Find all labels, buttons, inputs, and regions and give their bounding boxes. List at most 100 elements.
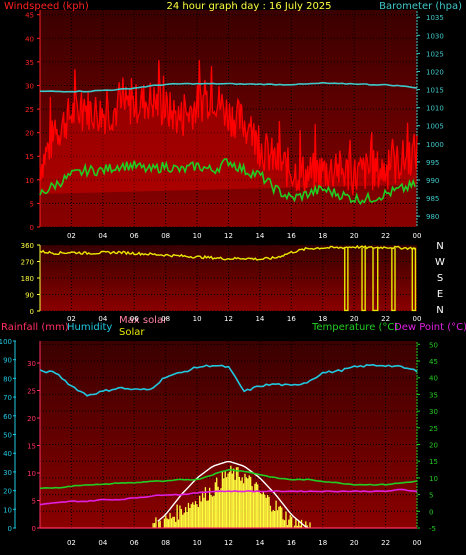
- direction-y-tick-label: 180: [21, 275, 34, 283]
- direction-x-tick-label: 12: [224, 315, 233, 323]
- temperature-line: [39, 468, 418, 490]
- direction-x-tick-label: 18: [318, 315, 327, 323]
- direction-x-tick-label: 10: [193, 315, 202, 323]
- wind-y-tick-label: 30: [25, 82, 34, 90]
- direction-y-tick-label: 90: [25, 292, 34, 300]
- wind-y-tick-label: 20: [25, 130, 34, 138]
- compass-label-s: S: [437, 273, 443, 284]
- wind-direction-flip: [391, 247, 396, 312]
- rain-y-tick-label: 10: [27, 470, 36, 478]
- wind-y-tick-label: 5: [30, 200, 34, 208]
- rain-y-tick-label: 30: [27, 360, 36, 368]
- wind-direction-flip: [361, 247, 366, 312]
- rain-y-tick-label: 20: [27, 415, 36, 423]
- wind-x-tick-label: 12: [224, 232, 233, 240]
- humidity-legend: Humidity: [67, 322, 112, 333]
- temp-x-tick-label: 10: [193, 539, 202, 547]
- barometer-y-tick-label: 1015: [426, 87, 444, 95]
- direction-y-tick-label: 360: [21, 242, 34, 250]
- temp-y-tick-label: 35: [429, 391, 438, 399]
- windspeed-average-line: [39, 158, 416, 206]
- wind-x-tick-label: 02: [67, 232, 76, 240]
- rain-y-tick-label: 0: [32, 525, 36, 533]
- temp-x-tick-label: 02: [67, 539, 76, 547]
- direction-y-tick-label: 0: [30, 308, 34, 316]
- direction-x-tick-label: 04: [98, 315, 107, 323]
- temp-y-tick-label: 45: [429, 358, 438, 366]
- temp-y-tick-label: 50: [429, 341, 438, 349]
- barometer-y-tick-label: 1010: [426, 105, 444, 113]
- windspeed-axis-title: Windspeed (kph): [4, 1, 89, 12]
- humidity-line: [39, 363, 418, 397]
- barometer-y-tick-label: 995: [426, 159, 439, 167]
- windspeed-gust-line: [39, 60, 418, 195]
- wind-y-tick-label: 35: [25, 59, 34, 67]
- wind-x-tick-label: 10: [193, 232, 202, 240]
- barometer-y-tick-label: 1035: [426, 14, 444, 22]
- wind-x-tick-label: 22: [381, 232, 390, 240]
- direction-x-tick-label: 06: [130, 315, 139, 323]
- barometer-y-tick-label: 990: [426, 177, 439, 185]
- direction-x-tick-label: 20: [350, 315, 359, 323]
- humidity-y-tick-label: 30: [3, 469, 12, 477]
- wind-x-tick-label: 14: [255, 232, 264, 240]
- temp-y-tick-label: 30: [429, 408, 438, 416]
- solar-legend: Solar: [119, 327, 145, 338]
- temp-y-tick-label: 10: [429, 475, 438, 483]
- humidity-y-tick-label: 100: [0, 338, 12, 346]
- rain-y-tick-label: 15: [27, 443, 36, 451]
- graph-title: 24 hour graph day : 16 July 2025: [166, 1, 331, 12]
- humidity-y-tick-label: 70: [3, 394, 12, 402]
- direction-x-tick-label: 22: [381, 315, 390, 323]
- temp-x-tick-label: 20: [350, 539, 359, 547]
- temp-x-tick-label: 04: [98, 539, 107, 547]
- temp-y-tick-label: -5: [429, 525, 436, 533]
- wind-x-tick-label: 00: [413, 232, 422, 240]
- temp-x-tick-label: 22: [381, 539, 390, 547]
- wind-x-tick-label: 08: [161, 232, 170, 240]
- barometer-line: [39, 81, 418, 93]
- humidity-y-tick-label: 20: [3, 488, 12, 496]
- barometer-y-tick-label: 985: [426, 195, 439, 203]
- temp-x-tick-label: 06: [130, 539, 139, 547]
- wind-y-tick-label: 10: [25, 177, 34, 185]
- humidity-y-tick-label: 90: [3, 357, 12, 365]
- compass-label-w: W: [435, 257, 445, 268]
- temp-x-tick-label: 12: [224, 539, 233, 547]
- direction-x-tick-label: 16: [287, 315, 296, 323]
- humidity-y-tick-label: 40: [3, 450, 12, 458]
- direction-x-tick-label: 08: [161, 315, 170, 323]
- wind-x-tick-label: 20: [350, 232, 359, 240]
- humidity-y-tick-label: 10: [3, 506, 12, 514]
- wind-direction-flip: [344, 247, 349, 312]
- direction-x-tick-label: 00: [413, 315, 422, 323]
- barometer-y-tick-label: 1005: [426, 123, 444, 131]
- temp-x-tick-label: 00: [413, 539, 422, 547]
- barometer-y-tick-label: 1000: [426, 141, 444, 149]
- temp-y-tick-label: 20: [429, 442, 438, 450]
- temp-x-tick-label: 18: [318, 539, 327, 547]
- max-solar-line: [157, 461, 309, 529]
- barometer-y-tick-label: 1030: [426, 32, 444, 40]
- temperature-legend: Temperature (°C): [311, 322, 398, 333]
- dewpoint-legend: Dew Point (°C): [394, 322, 466, 333]
- wind-y-tick-label: 40: [25, 35, 34, 43]
- humidity-y-tick-label: 60: [3, 413, 12, 421]
- barometer-y-tick-label: 1020: [426, 68, 444, 76]
- temp-x-tick-label: 16: [287, 539, 296, 547]
- rainfall-legend: Rainfall (mm): [1, 322, 69, 333]
- barometer-y-tick-label: 1025: [426, 50, 444, 58]
- temp-y-tick-label: 5: [429, 492, 433, 500]
- wind-y-tick-label: 15: [25, 153, 34, 161]
- wind-x-tick-label: 16: [287, 232, 296, 240]
- rain-y-tick-label: 5: [32, 498, 36, 506]
- temp-x-tick-label: 14: [255, 539, 264, 547]
- direction-x-tick-label: 02: [67, 315, 76, 323]
- temp-y-tick-label: 15: [429, 458, 438, 466]
- wind-x-tick-label: 18: [318, 232, 327, 240]
- humidity-y-tick-label: 80: [3, 375, 12, 383]
- temp-y-tick-label: 40: [429, 375, 438, 383]
- direction-y-tick-label: 270: [21, 259, 34, 267]
- humidity-y-tick-label: 50: [3, 432, 12, 440]
